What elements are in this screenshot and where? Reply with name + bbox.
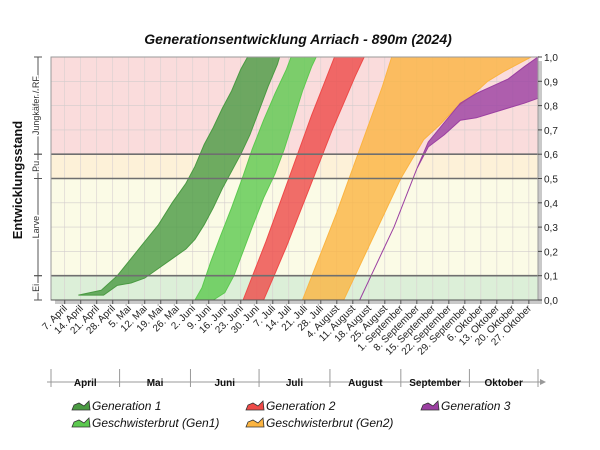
stage-label: Pu [31, 161, 41, 172]
y-tick-label: 0,3 [544, 223, 558, 234]
y-tick-label: 0,6 [544, 150, 558, 161]
generation-1-area [78, 56, 281, 296]
month-label: Juni [214, 378, 235, 389]
month-label: April [74, 378, 97, 389]
stage-label: Jungkäfer / RF [31, 76, 41, 136]
y-tick-label: 0,5 [544, 175, 558, 186]
legend-entry: Generation 2 [266, 399, 336, 413]
legend-swatch-icon [245, 400, 265, 411]
month-axis-arrow-icon [540, 379, 546, 385]
month-label: Juli [286, 378, 303, 389]
month-label: September [409, 378, 461, 389]
chart-title: Generationsentwicklung Arriach - 890m (2… [144, 31, 452, 47]
y-tick-label: 0,1 [544, 272, 558, 283]
legend-entry: Generation 3 [441, 399, 511, 413]
y-tick-label: 1,0 [544, 53, 558, 64]
month-label: Mai [147, 378, 164, 389]
y-tick-label: 0,8 [544, 102, 558, 113]
plot-area: 0,0 0,1 0,2 0,3 0,4 0,5 0,6 0,7 0,8 0,9 1,0 Ei Larve… [30, 53, 559, 430]
y-tick-label: 0,0 [544, 296, 558, 307]
y-tick-label: 0,9 [544, 77, 558, 88]
legend-swatch-icon [71, 400, 91, 411]
y-tick-label: 0,7 [544, 126, 558, 137]
stage-label: Ei [31, 284, 41, 292]
legend-entry: Geschwisterbrut (Gen1) [92, 416, 219, 430]
legend-swatch-icon [71, 417, 91, 428]
legend-entry: Generation 1 [92, 399, 161, 413]
month-label: Oktober [485, 378, 523, 389]
month-label: August [348, 378, 383, 389]
y-tick-label: 0,2 [544, 247, 558, 258]
legend-swatch-icon [245, 417, 265, 428]
y-tick-label: 0,4 [544, 199, 558, 210]
stage-label: Larve [31, 216, 41, 239]
legend-entry: Geschwisterbrut (Gen2) [266, 416, 393, 430]
geschwisterbrut-gen2-area [301, 56, 532, 301]
y-axis-label: Entwicklungsstand [10, 121, 25, 240]
legend-swatch-icon [420, 400, 440, 411]
